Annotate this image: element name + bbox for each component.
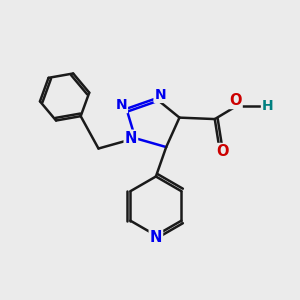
- Text: N: N: [154, 88, 166, 102]
- Text: N: N: [115, 98, 127, 112]
- Text: O: O: [216, 144, 228, 159]
- Text: H: H: [262, 99, 274, 113]
- Text: N: N: [125, 131, 137, 146]
- Text: N: N: [150, 230, 162, 245]
- Text: O: O: [229, 93, 242, 108]
